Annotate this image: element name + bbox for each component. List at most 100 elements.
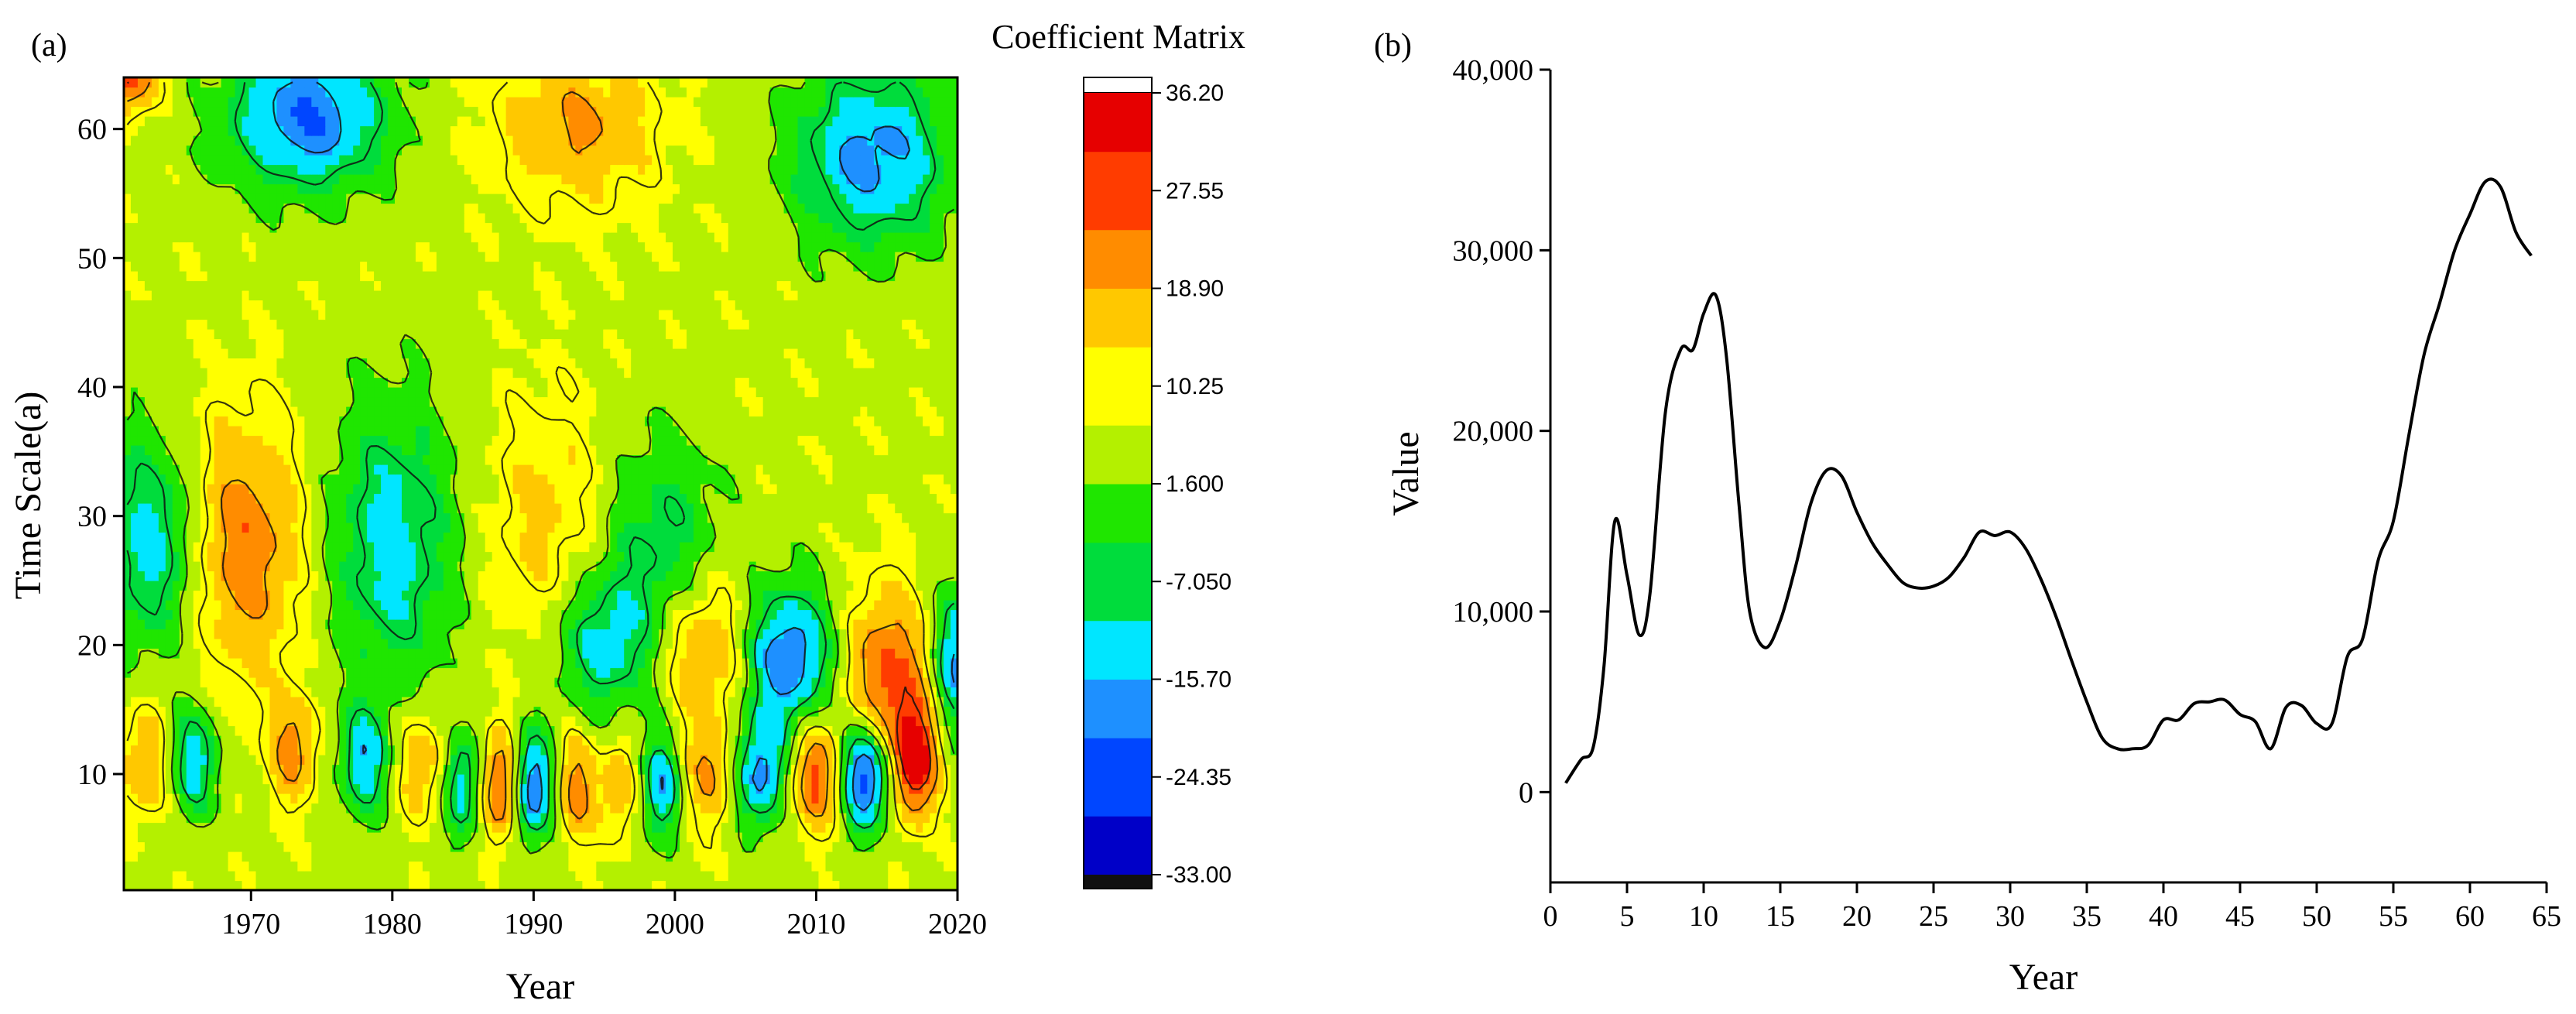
heatmap-cell bbox=[811, 561, 820, 572]
heatmap-cell bbox=[769, 503, 778, 514]
heatmap-cell bbox=[290, 503, 298, 514]
heatmap-cell bbox=[228, 493, 236, 504]
heatmap-cell bbox=[151, 783, 159, 794]
heatmap-cell bbox=[804, 832, 813, 843]
heatmap-cell bbox=[610, 648, 618, 659]
heatmap-cell bbox=[436, 716, 444, 727]
heatmap-cell bbox=[568, 716, 576, 727]
heatmap-cell bbox=[895, 581, 903, 591]
heatmap-cell bbox=[151, 755, 159, 766]
heatmap-cell bbox=[457, 803, 465, 814]
heatmap-cell bbox=[762, 755, 771, 766]
heatmap-cell bbox=[172, 532, 180, 543]
heatmap-cell bbox=[853, 503, 861, 514]
heatmap-cell bbox=[381, 764, 389, 775]
heatmap-cell bbox=[923, 745, 930, 755]
heatmap-cell bbox=[276, 609, 285, 620]
heatmap-cell bbox=[464, 532, 472, 543]
heatmap-cell bbox=[547, 570, 556, 581]
heatmap-cell bbox=[200, 871, 208, 882]
heatmap-cell bbox=[151, 639, 159, 649]
heatmap-cell bbox=[297, 484, 305, 495]
heatmap-cell bbox=[297, 783, 305, 794]
heatmap-cell bbox=[186, 841, 194, 852]
heatmap-cell bbox=[811, 880, 820, 890]
heatmap-cell bbox=[652, 880, 659, 890]
heatmap-cell bbox=[311, 793, 319, 804]
heatmap-cell bbox=[540, 532, 549, 543]
heatmap-cell bbox=[631, 570, 639, 581]
heatmap-cell bbox=[297, 764, 305, 775]
heatmap-cell bbox=[443, 561, 451, 572]
heatmap-cell bbox=[402, 851, 409, 862]
heatmap-cell bbox=[436, 851, 444, 862]
heatmap-cell bbox=[748, 822, 757, 833]
heatmap-cell bbox=[575, 871, 583, 882]
heatmap-cell bbox=[248, 697, 257, 707]
heatmap-cell bbox=[693, 803, 701, 814]
heatmap-cell bbox=[832, 871, 841, 882]
heatmap-cell bbox=[575, 880, 583, 890]
heatmap-cell bbox=[297, 493, 305, 504]
heatmap-cell bbox=[728, 609, 736, 620]
heatmap-cell bbox=[776, 542, 785, 553]
heatmap-cell bbox=[673, 600, 680, 611]
heatmap-cell bbox=[193, 813, 201, 824]
heatmap-cell bbox=[638, 600, 646, 611]
heatmap-cell bbox=[297, 542, 305, 553]
heatmap-cell bbox=[124, 542, 132, 553]
heatmap-cell bbox=[735, 503, 743, 514]
heatmap-cell bbox=[860, 542, 868, 553]
heatmap-cell bbox=[360, 774, 368, 785]
heatmap-cell bbox=[214, 658, 222, 669]
heatmap-cell bbox=[533, 735, 542, 746]
heatmap-cell bbox=[519, 484, 528, 495]
heatmap-cell bbox=[631, 512, 639, 523]
heatmap-cell bbox=[519, 648, 528, 659]
heatmap-cell bbox=[568, 667, 576, 678]
heatmap-cell bbox=[388, 822, 396, 833]
heatmap-cell bbox=[436, 822, 444, 833]
heatmap-cell bbox=[186, 503, 194, 514]
heatmap-cell bbox=[923, 880, 930, 890]
heatmap-cell bbox=[951, 639, 957, 649]
heatmap-cell bbox=[700, 745, 708, 755]
heatmap-cell bbox=[742, 697, 750, 707]
heatmap-cell bbox=[221, 590, 229, 601]
heatmap-cell bbox=[360, 725, 368, 736]
heatmap-cell bbox=[582, 880, 590, 890]
heatmap-cell bbox=[867, 532, 875, 543]
heatmap-cell bbox=[429, 619, 437, 630]
heatmap-cell bbox=[923, 803, 930, 814]
heatmap-cell bbox=[339, 542, 347, 553]
heatmap-cell bbox=[533, 677, 542, 688]
heatmap-cell bbox=[748, 503, 757, 514]
heatmap-cell bbox=[381, 532, 389, 543]
heatmap-cell bbox=[492, 648, 500, 659]
heatmap-cell bbox=[144, 658, 152, 669]
heatmap-cell bbox=[944, 667, 951, 678]
heatmap-cell bbox=[874, 861, 882, 872]
heatmap-cell bbox=[353, 503, 361, 514]
heatmap-cell bbox=[755, 639, 764, 649]
heatmap-cell bbox=[735, 687, 743, 697]
heatmap-cell bbox=[304, 590, 312, 601]
heatmap-cell bbox=[853, 658, 861, 669]
heatmap-cell bbox=[673, 512, 680, 523]
heatmap-cell bbox=[443, 861, 451, 872]
heatmap-cell bbox=[937, 609, 944, 620]
heatmap-cell bbox=[568, 542, 576, 553]
heatmap-cell bbox=[151, 813, 159, 824]
heatmap-cell bbox=[207, 522, 215, 533]
heatmap-cell bbox=[902, 706, 909, 717]
heatmap-cell bbox=[888, 841, 896, 852]
heatmap-cell bbox=[374, 677, 382, 688]
heatmap-cell bbox=[951, 687, 957, 697]
heatmap-cell bbox=[755, 570, 764, 581]
heatmap-cell bbox=[221, 745, 229, 755]
heatmap-cell bbox=[533, 745, 542, 755]
heatmap-cell bbox=[589, 841, 597, 852]
heatmap-cell bbox=[505, 532, 514, 543]
heatmap-cell bbox=[498, 561, 507, 572]
heatmap-cell bbox=[804, 706, 813, 717]
